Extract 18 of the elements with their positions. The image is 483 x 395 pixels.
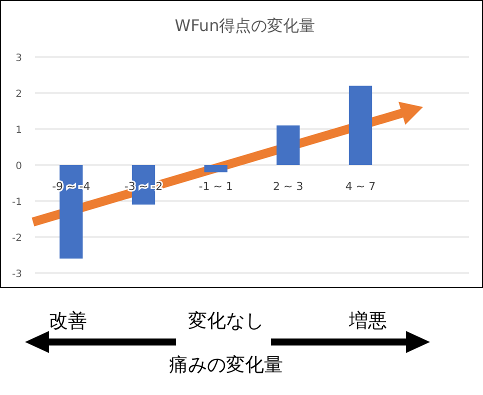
y-tick-label: -2: [12, 233, 22, 244]
bar: [348, 86, 372, 165]
text: 改善: [49, 310, 87, 332]
chart-title: WFun得点の変化量: [174, 16, 316, 35]
bar: [276, 125, 300, 165]
x-axis-title: 痛みの変化量: [169, 354, 283, 376]
y-tick-label: 1: [16, 125, 22, 136]
y-tick-label: 0: [16, 161, 22, 172]
y-tick-label: 3: [16, 53, 22, 64]
text: 変化なし: [188, 310, 264, 332]
text: 増悪: [348, 310, 387, 332]
bar: [204, 165, 228, 172]
x-tick-label: 2 ~ 3: [273, 180, 304, 193]
y-tick-label: -1: [12, 197, 22, 208]
x-tick-label: 4 ~ 7: [345, 180, 376, 193]
y-tick-label: 2: [16, 89, 22, 100]
x-tick-label: -1 ~ 1: [198, 180, 233, 193]
y-tick-label: -3: [12, 269, 22, 280]
